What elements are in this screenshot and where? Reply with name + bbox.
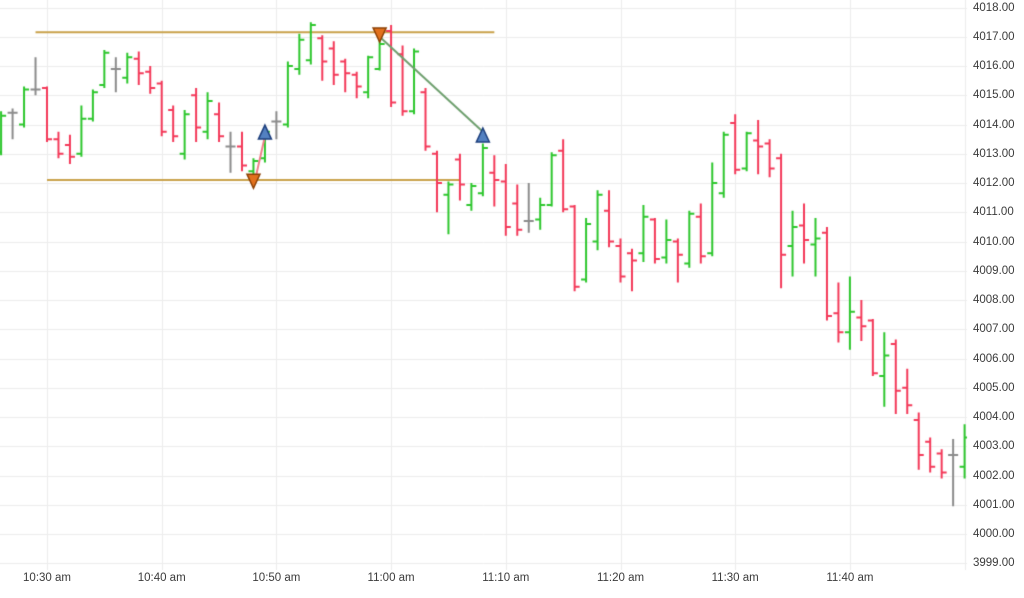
y-axis-label: 4013.00 [973, 147, 1015, 160]
y-axis-label: 4012.00 [973, 177, 1015, 189]
x-axis-label: 10:50 am [252, 572, 301, 584]
y-axis-label: 4016.00 [973, 60, 1015, 72]
y-axis-label: 4018.00 [973, 1, 1015, 14]
x-axis-label: 11:20 am [596, 572, 645, 584]
x-axis-label: 10:30 am [23, 572, 71, 584]
y-axis-label: 4000.00 [973, 528, 1015, 540]
x-axis-label: 11:10 am [482, 572, 530, 584]
x-axis-label: 10:40 am [137, 572, 186, 584]
y-axis-label: 3999.00 [973, 557, 1015, 570]
y-axis-label: 4017.00 [973, 30, 1015, 43]
y-axis-label: 4005.00 [973, 381, 1015, 394]
y-axis-label: 4010.00 [973, 235, 1015, 248]
y-axis-label: 4004.00 [973, 411, 1015, 423]
x-axis-label: 11:40 am [826, 572, 874, 584]
x-axis-label: 11:00 am [367, 572, 415, 584]
y-axis-label: 4007.00 [973, 323, 1015, 336]
y-axis-label: 4009.00 [973, 264, 1015, 277]
y-axis-label: 4001.00 [973, 498, 1015, 511]
y-axis-label: 4008.00 [973, 294, 1015, 306]
y-axis-label: 4011.00 [973, 206, 1014, 219]
y-axis-label: 4014.00 [973, 118, 1015, 131]
y-axis-label: 4003.00 [973, 440, 1015, 453]
y-axis-label: 4002.00 [973, 469, 1015, 482]
y-axis-label: 4006.00 [973, 352, 1015, 365]
x-axis-label: 11:30 am [711, 572, 759, 584]
y-axis-label: 4015.00 [973, 89, 1015, 102]
